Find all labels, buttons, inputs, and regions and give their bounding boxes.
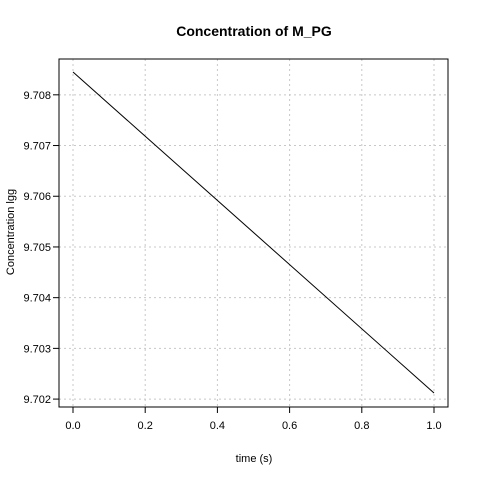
y-tick-label-2: 9.704 xyxy=(23,293,51,305)
grid xyxy=(59,59,448,407)
x-axis: 0.0 0.2 0.4 0.6 0.8 1.0 xyxy=(65,407,442,432)
x-tick-label-3: 0.6 xyxy=(282,420,297,432)
y-axis: 9.702 9.703 9.704 9.705 9.706 9.707 9.708 xyxy=(23,90,59,406)
plot-frame xyxy=(58,58,449,408)
x-tick-label-4: 0.8 xyxy=(354,420,369,432)
y-tick-label-1: 9.703 xyxy=(23,343,51,355)
series-layer xyxy=(72,71,435,394)
x-tick-label-5: 1.0 xyxy=(426,420,441,432)
y-tick-label-4: 9.706 xyxy=(23,191,51,203)
y-tick-label-6: 9.708 xyxy=(23,90,51,102)
x-tick-label-0: 0.0 xyxy=(65,420,80,432)
x-tick-label-1: 0.2 xyxy=(138,420,153,432)
y-tick-label-0: 9.702 xyxy=(23,394,51,406)
chart-title: Concentration of M_PG xyxy=(176,23,332,39)
y-tick-label-3: 9.705 xyxy=(23,242,51,254)
y-tick-label-5: 9.707 xyxy=(23,141,51,153)
x-tick-label-2: 0.4 xyxy=(210,420,225,432)
series-line-0 xyxy=(72,71,435,394)
y-axis-label: Concentration lgg xyxy=(5,189,17,275)
x-axis-label: time (s) xyxy=(236,453,273,465)
